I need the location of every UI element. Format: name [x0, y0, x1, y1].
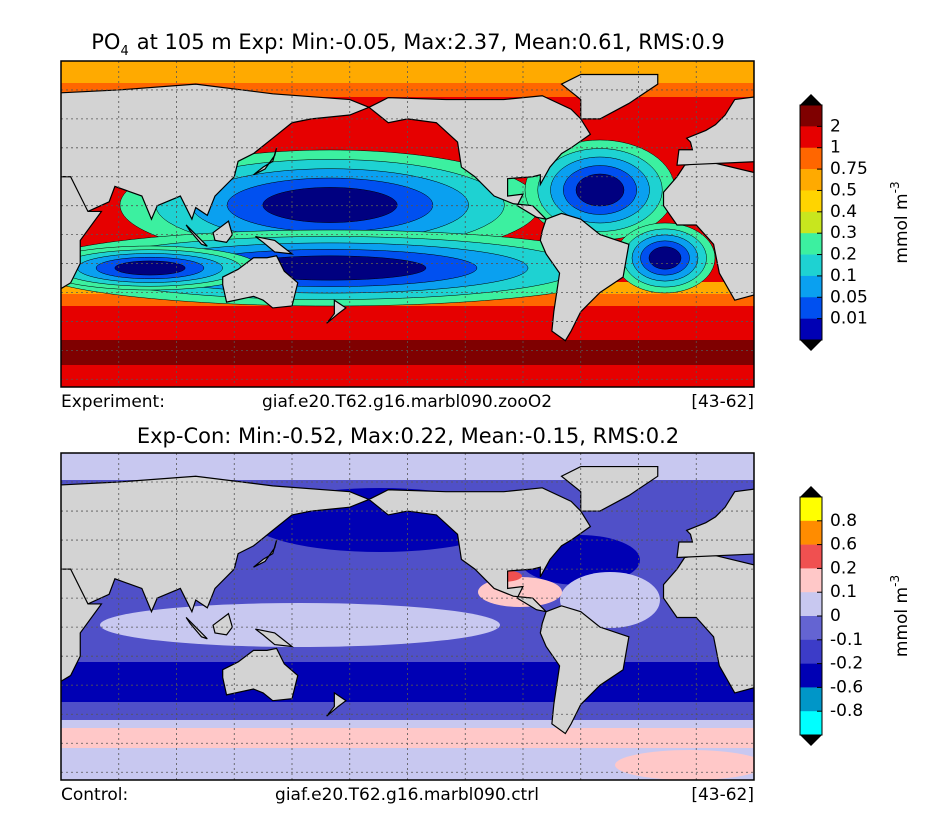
land: [61, 475, 371, 614]
land: [539, 605, 630, 735]
land: [222, 255, 299, 309]
map: [61, 61, 754, 387]
land: [367, 487, 592, 613]
colorbar-extend: [800, 486, 822, 497]
colorbar-tick-label: 0.8: [830, 511, 857, 531]
colorbar-units: mmol m-3: [888, 181, 913, 263]
land: [255, 628, 295, 648]
colorbar-swatch: [800, 497, 822, 522]
colorbar-tick-label: 0.05: [830, 287, 868, 307]
colorbar-tick-label: 1: [830, 138, 841, 158]
ocean-field: [575, 173, 625, 207]
panel-title: Exp-Con: Min:-0.52, Max:0.22, Mean:-0.15…: [137, 424, 679, 448]
colorbar-extend: [800, 340, 822, 351]
colorbar-tick-label: -0.2: [830, 654, 863, 674]
colorbar-swatch: [800, 711, 822, 736]
land: [61, 176, 103, 290]
title-subscript: 4: [120, 44, 128, 59]
map-frame: [60, 452, 755, 781]
colorbar-extend: [800, 94, 822, 105]
footer-case: giaf.e20.T62.g16.marbl090.zooO2: [262, 392, 552, 412]
colorbar-swatch: [800, 297, 822, 319]
ocean-field: [262, 187, 398, 223]
colorbar-swatch: [800, 687, 822, 712]
colorbar-tick-label: 0.1: [830, 582, 857, 602]
map: [61, 453, 754, 780]
colorbar-swatch: [800, 663, 822, 688]
land: [185, 617, 208, 640]
map-frame: [60, 60, 755, 388]
colorbar-tick-label: -0.6: [830, 677, 863, 697]
land: [662, 162, 754, 301]
colorbar-swatch: [800, 169, 822, 191]
colorbar-swatch: [800, 616, 822, 641]
colorbar-swatch: [800, 105, 822, 127]
ocean-field: [560, 572, 660, 628]
land: [539, 212, 630, 342]
colorbar: 210.750.50.40.30.20.10.050.01 mmol m-3: [799, 94, 913, 351]
colorbar-tick-label: 0.75: [830, 159, 868, 179]
colorbar-swatch: [800, 147, 822, 170]
land: [560, 73, 659, 120]
colorbar-swatch: [800, 639, 822, 664]
land: [212, 612, 233, 636]
footer-years: [43-62]: [691, 392, 754, 412]
footer-label: Experiment:: [61, 392, 165, 412]
units-text: mmol m: [892, 587, 912, 657]
land: [61, 568, 103, 683]
colorbar-tick-label: 0.6: [830, 535, 857, 555]
land: [560, 465, 659, 512]
land: [662, 554, 754, 694]
colorbar-swatch: [800, 318, 822, 341]
footer-label: Control:: [61, 785, 128, 805]
colorbar-frame: [799, 104, 823, 341]
land: [185, 224, 208, 247]
ocean-field: [114, 260, 186, 276]
units-exponent: -3: [888, 181, 902, 193]
colorbar-swatch: [800, 211, 822, 234]
units-exponent: -3: [888, 575, 902, 587]
colorbar-tick-label: -0.8: [830, 701, 863, 721]
panel-title: PO4 at 105 m Exp: Min:-0.05, Max:2.37, Me…: [91, 30, 724, 59]
land: [326, 691, 347, 717]
land: [367, 95, 592, 221]
colorbar-tick-label: 0.1: [830, 266, 857, 286]
footer-years: [43-62]: [691, 785, 754, 805]
colorbar-swatch: [800, 568, 822, 593]
title-species: PO: [91, 30, 120, 54]
units-text: mmol m: [892, 193, 912, 263]
colorbar-tick-label: 0: [830, 606, 841, 626]
colorbar-swatch: [800, 592, 822, 617]
colorbar-swatch: [800, 126, 822, 149]
colorbar-tick-label: 0.3: [830, 223, 857, 243]
colorbar-units: mmol m-3: [888, 575, 913, 657]
colorbar: 0.8 0.6 0.2 0.1 0 -0.1 -0.2 -0.6 -0.8 mmol m-3: [799, 486, 913, 746]
colorbar-tick-label: 0.5: [830, 180, 857, 200]
colorbar-tick-label: 2: [830, 116, 841, 136]
colorbar-swatch: [800, 233, 822, 255]
colorbar-tick-label: 0.2: [830, 558, 857, 578]
land: [222, 647, 299, 702]
colorbar-swatch: [800, 275, 822, 298]
colorbar-swatch: [800, 190, 822, 213]
ocean-field: [615, 750, 754, 780]
colorbar-swatch: [800, 544, 822, 569]
colorbar-swatch: [800, 254, 822, 277]
land: [212, 220, 233, 243]
colorbar-tick-label: 0.4: [830, 202, 857, 222]
land: [326, 299, 347, 324]
ocean-field: [648, 246, 682, 270]
footer-case: giaf.e20.T62.g16.marbl090.ctrl: [275, 785, 539, 805]
colorbar-tick-label: -0.1: [830, 630, 863, 650]
colorbar-tick-label: 0.01: [830, 309, 868, 329]
colorbar-swatch: [800, 520, 822, 545]
ocean-field: [100, 603, 500, 647]
land: [255, 235, 295, 255]
colorbar-tick-label: 0.2: [830, 245, 857, 265]
title-text: at 105 m Exp: Min:-0.05, Max:2.37, Mean:…: [137, 30, 725, 54]
colorbar-extend: [800, 735, 822, 746]
